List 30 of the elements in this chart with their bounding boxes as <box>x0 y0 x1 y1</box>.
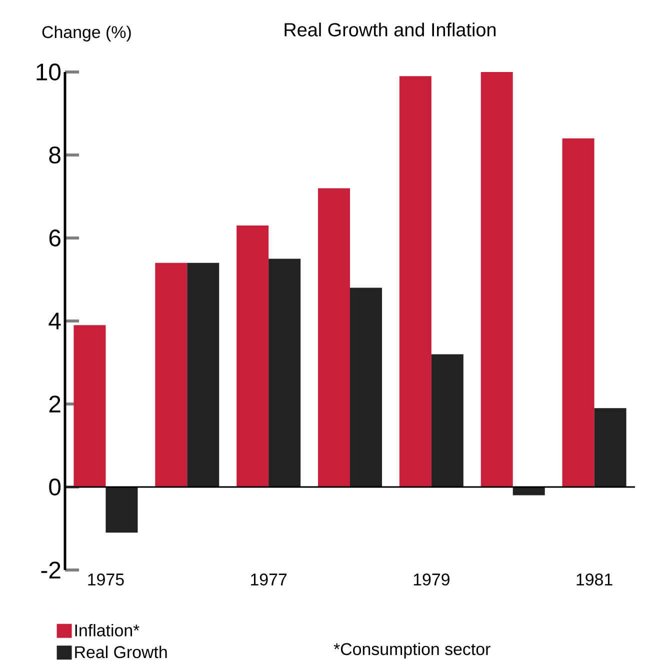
bar <box>74 325 106 487</box>
bar <box>350 288 382 487</box>
x-tick-label: 1979 <box>414 574 450 586</box>
bar <box>318 188 350 487</box>
y-tick-label: 4 <box>48 312 61 330</box>
bar <box>187 262 220 487</box>
bar <box>236 226 269 487</box>
y-tick-label: 2 <box>49 396 60 412</box>
bar <box>512 486 545 496</box>
x-tick-label: 1977 <box>251 574 287 586</box>
x-tick-label: 1981 <box>576 574 612 586</box>
y-tick-label: 10 <box>36 64 61 80</box>
bar <box>268 258 301 487</box>
bar <box>155 262 188 487</box>
bar <box>594 408 626 487</box>
text: *Consumption sector <box>334 642 490 658</box>
y-tick-label: 0 <box>49 478 61 496</box>
y-tick-label: -2 <box>41 562 60 578</box>
x-tick-label: 1975 <box>88 574 124 586</box>
y-axis-title: Change (%) <box>42 26 131 42</box>
legend-label: Inflation* <box>75 624 140 636</box>
legend-label: Real Growth <box>75 646 167 658</box>
bar <box>562 138 594 487</box>
y-tick-label: 8 <box>49 146 60 164</box>
chart-title: Real Growth and Inflation <box>284 22 496 36</box>
bar <box>480 72 513 487</box>
bar <box>431 354 464 487</box>
y-tick-label: 6 <box>49 230 60 246</box>
bar <box>106 486 138 533</box>
bar <box>399 76 432 487</box>
